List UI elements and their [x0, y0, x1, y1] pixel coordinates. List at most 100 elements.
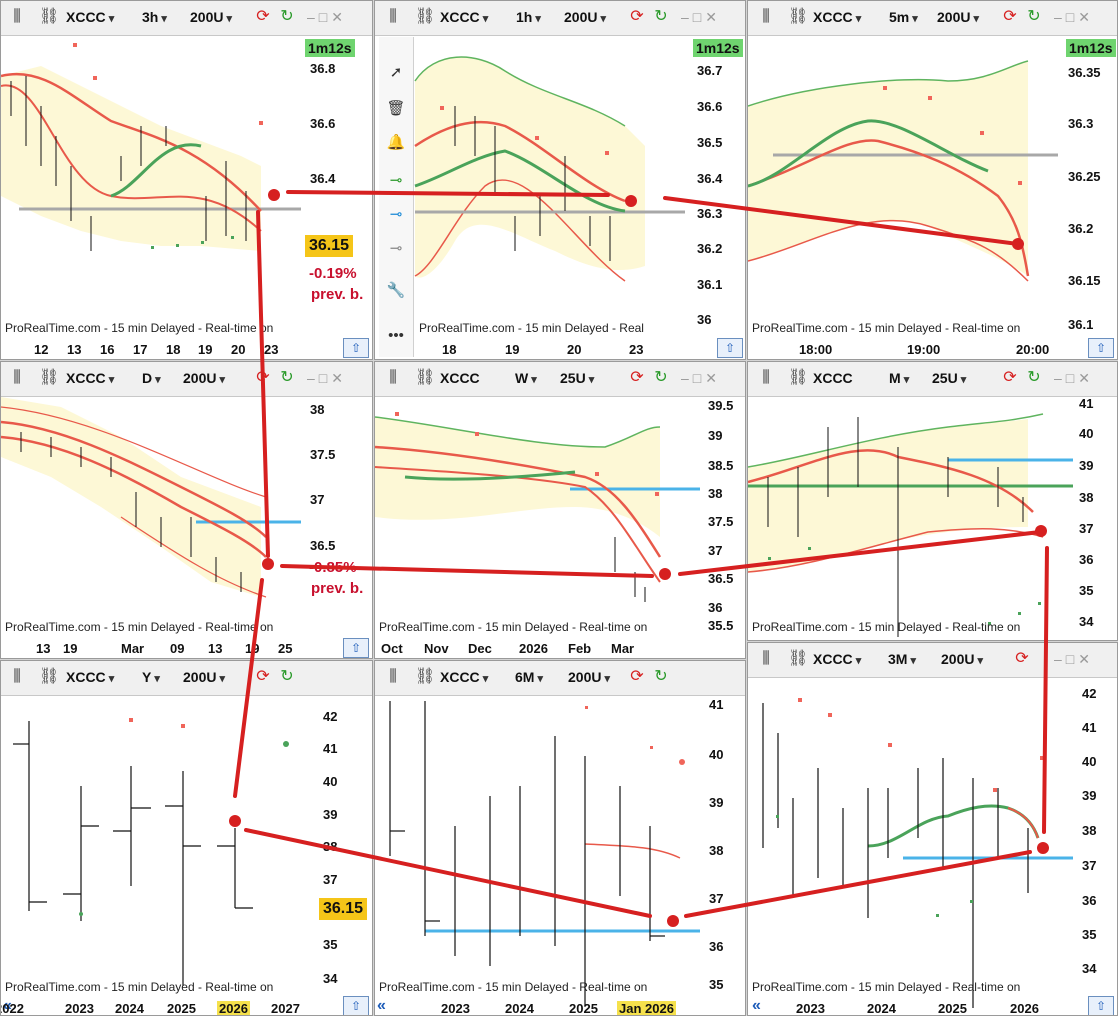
y-tick: 39 — [708, 428, 723, 443]
refresh-icon[interactable]: ↻ — [280, 369, 294, 386]
candlestick-type-icon[interactable]: ⫼ — [762, 369, 770, 386]
scroll-left-button[interactable]: « — [3, 997, 12, 1014]
candlestick-type-icon[interactable]: ⫼ — [389, 668, 397, 685]
link-icon[interactable]: ⛓ — [39, 8, 60, 25]
candlestick-type-icon[interactable]: ⫼ — [13, 8, 21, 25]
timeframe-selector[interactable]: 6M — [515, 669, 543, 685]
price-chart[interactable] — [748, 678, 1117, 1016]
link-icon[interactable]: ⛓ — [415, 668, 436, 685]
line-tool-icon[interactable]: ⊸ — [389, 240, 403, 257]
indicator-icon[interactable]: ⟳ — [256, 668, 270, 685]
x-tick: 2023 — [65, 1001, 94, 1016]
bars-selector[interactable]: 200U — [568, 669, 610, 685]
candlestick-type-icon[interactable]: ⫼ — [13, 369, 21, 386]
prev-bar-label: prev. b. — [309, 286, 366, 303]
trash-icon[interactable]: 🗑 — [386, 100, 406, 117]
scroll-up-button[interactable]: ⇧ — [717, 338, 743, 358]
indicator-icon[interactable]: ⟳ — [256, 8, 270, 25]
window-controls-icon[interactable]: –□✕ — [1054, 9, 1094, 25]
refresh-icon[interactable]: ↻ — [1027, 8, 1041, 25]
indicator-icon[interactable]: ⟳ — [1003, 369, 1017, 386]
y-tick: 34 — [1082, 961, 1097, 976]
window-controls-icon[interactable]: –□✕ — [681, 370, 721, 386]
refresh-icon[interactable]: ↻ — [654, 369, 668, 386]
indicator-icon[interactable]: ⟳ — [1015, 650, 1029, 667]
indicator-icon[interactable]: ⟳ — [630, 369, 644, 386]
refresh-icon[interactable]: ↻ — [280, 8, 294, 25]
refresh-icon[interactable]: ↻ — [654, 668, 668, 685]
bars-selector[interactable]: 200U — [941, 651, 983, 667]
bars-selector[interactable]: 200U — [183, 669, 225, 685]
link-icon[interactable]: ⛓ — [39, 369, 60, 386]
price-chart[interactable] — [1, 696, 372, 1016]
link-icon[interactable]: ⛓ — [788, 369, 809, 386]
scroll-left-button[interactable]: « — [377, 997, 386, 1014]
y-tick: 38 — [708, 486, 723, 501]
candlestick-type-icon[interactable]: ⫼ — [389, 369, 397, 386]
y-tick: 37.5 — [310, 447, 336, 462]
candlestick-type-icon[interactable]: ⫼ — [762, 650, 770, 667]
timeframe-selector[interactable]: W — [515, 370, 537, 386]
price-chart[interactable] — [748, 36, 1117, 360]
y-tick: 36.6 — [310, 116, 336, 131]
scroll-left-button[interactable]: « — [752, 997, 761, 1014]
bars-selector[interactable]: 200U — [937, 9, 979, 25]
link-icon[interactable]: ⛓ — [788, 8, 809, 25]
line-tool-icon[interactable]: ⊸ — [389, 172, 403, 189]
timeframe-selector[interactable]: M — [889, 370, 909, 386]
symbol-selector[interactable]: XCCC — [440, 669, 488, 685]
scroll-up-button[interactable]: ⇧ — [343, 996, 369, 1015]
timeframe-selector[interactable]: D — [142, 370, 161, 386]
bars-selector[interactable]: 25U — [932, 370, 966, 386]
cursor-icon[interactable]: ➚ — [389, 64, 403, 81]
bars-selector[interactable]: 200U — [183, 370, 225, 386]
bars-selector[interactable]: 200U — [190, 9, 232, 25]
indicator-icon[interactable]: ⟳ — [630, 8, 644, 25]
scroll-up-button[interactable]: ⇧ — [1088, 338, 1114, 358]
symbol-selector[interactable]: XCCC — [66, 370, 114, 386]
price-chart[interactable] — [375, 696, 745, 1016]
timeframe-selector[interactable]: Y — [142, 669, 160, 685]
link-icon[interactable]: ⛓ — [39, 668, 60, 685]
y-tick: 36.3 — [697, 206, 723, 221]
scroll-up-button[interactable]: ⇧ — [343, 638, 369, 658]
scroll-up-button[interactable]: ⇧ — [1088, 996, 1114, 1015]
symbol-selector[interactable]: XCCC — [813, 9, 861, 25]
link-icon[interactable]: ⛓ — [415, 8, 436, 25]
scroll-up-button[interactable]: ⇧ — [343, 338, 369, 358]
indicator-icon[interactable]: ⟳ — [1003, 8, 1017, 25]
symbol-selector[interactable]: XCCC — [440, 9, 488, 25]
timeframe-selector[interactable]: 5m — [889, 9, 918, 25]
refresh-icon[interactable]: ↻ — [280, 668, 294, 685]
timeframe-selector[interactable]: 1h — [516, 9, 541, 25]
alert-icon[interactable]: 🔔 — [386, 134, 406, 151]
link-icon[interactable]: ⛓ — [788, 650, 809, 667]
indicator-icon[interactable]: ⟳ — [256, 369, 270, 386]
price-chart[interactable] — [1, 36, 372, 360]
window-controls-icon[interactable]: –□✕ — [307, 370, 347, 386]
candlestick-type-icon[interactable]: ⫼ — [762, 8, 770, 25]
timeframe-selector[interactable]: 3h — [142, 9, 167, 25]
window-controls-icon[interactable]: –□✕ — [681, 9, 721, 25]
window-controls-icon[interactable]: –□✕ — [1054, 651, 1094, 667]
bars-selector[interactable]: 25U — [560, 370, 594, 386]
price-chart[interactable] — [375, 397, 745, 659]
symbol-selector[interactable]: XCCC — [66, 9, 114, 25]
bars-selector[interactable]: 200U — [564, 9, 606, 25]
line-tool-icon[interactable]: ⊸ — [389, 206, 403, 223]
price-chart[interactable] — [375, 36, 745, 360]
refresh-icon[interactable]: ↻ — [654, 8, 668, 25]
candlestick-type-icon[interactable]: ⫼ — [389, 8, 397, 25]
indicator-icon[interactable]: ⟳ — [630, 668, 644, 685]
wrench-icon[interactable]: 🔧 — [386, 282, 406, 299]
symbol-selector[interactable]: XCCC — [66, 669, 114, 685]
symbol-selector[interactable]: XCCC — [813, 651, 861, 667]
candlestick-type-icon[interactable]: ⫼ — [13, 668, 21, 685]
link-icon[interactable]: ⛓ — [415, 369, 436, 386]
refresh-icon[interactable]: ↻ — [1027, 369, 1041, 386]
more-icon[interactable]: ••• — [388, 327, 404, 344]
price-chart[interactable] — [748, 397, 1117, 641]
timeframe-selector[interactable]: 3M — [888, 651, 916, 667]
window-controls-icon[interactable]: –□✕ — [307, 9, 347, 25]
window-controls-icon[interactable]: –□✕ — [1054, 370, 1094, 386]
